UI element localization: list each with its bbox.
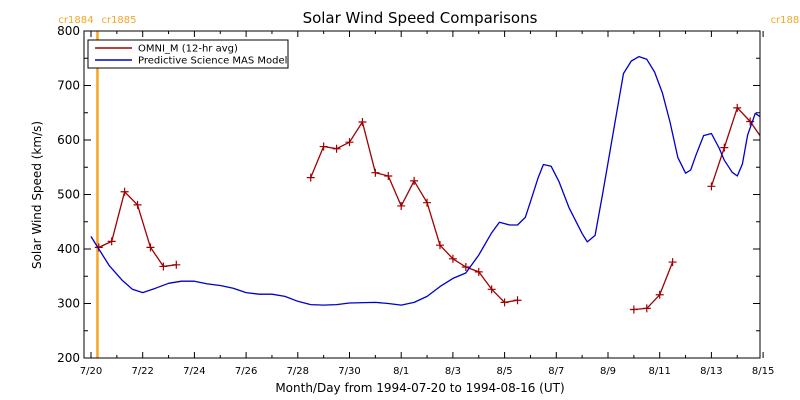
omni-line-segment: [633, 261, 674, 311]
carrington-label-left: cr1884: [58, 15, 93, 26]
x-tick-label: 8/7: [548, 366, 564, 377]
omni-point: [410, 176, 419, 185]
omni-point: [146, 243, 155, 252]
x-tick-label: 7/22: [131, 366, 153, 377]
omni-point: [772, 166, 780, 174]
omni-point: [306, 173, 315, 182]
y-tick-label: 600: [57, 133, 80, 147]
omni-point: [172, 260, 181, 269]
y-tick-label: 500: [57, 188, 80, 202]
carrington-label-left: cr1885: [771, 15, 800, 26]
omni-point: [461, 262, 470, 271]
omni-point: [423, 198, 432, 207]
x-tick-label: 7/26: [235, 366, 257, 377]
omni-line-segment: [710, 107, 760, 187]
omni-point: [332, 144, 341, 153]
omni-point: [474, 267, 483, 276]
x-tick-label: 8/1: [393, 366, 409, 377]
axes: 7/20 7/22 7/24 7/26 7/28 7/30 8/1 8/3 8/5 8/7 8/9 8…: [57, 24, 774, 377]
x-tick-label: 7/28: [287, 366, 309, 377]
omni-point: [133, 200, 142, 209]
omni-line-segment: [310, 121, 518, 304]
y-tick-label: 800: [57, 24, 80, 38]
plot-series: [90, 55, 793, 314]
y-axis-label: Solar Wind Speed (km/s): [30, 121, 44, 269]
x-axis-label: Month/Day from 1994-07-20 to 1994-08-16 …: [275, 381, 564, 395]
omni-point: [358, 118, 367, 127]
omni-point: [668, 258, 677, 267]
x-tick-label: 7/30: [338, 366, 360, 377]
x-tick-label: 8/15: [752, 366, 774, 377]
omni-point: [319, 142, 328, 151]
omni-point: [371, 168, 380, 177]
y-tick-label: 300: [57, 297, 80, 311]
omni-point: [513, 296, 522, 305]
carrington-label-right: cr1885: [101, 15, 136, 26]
omni-point: [785, 176, 793, 184]
omni-point: [448, 254, 457, 263]
omni-point: [655, 290, 664, 299]
x-tick-label: 8/9: [600, 366, 616, 377]
omni-point: [384, 171, 393, 180]
chart-title: Solar Wind Speed Comparisons: [303, 9, 538, 27]
x-tick-label: 8/5: [497, 366, 513, 377]
omni-point: [720, 143, 729, 152]
legend-entry: OMNI_M (12-hr avg): [138, 44, 238, 55]
plot-area: [90, 55, 793, 314]
omni-point: [435, 241, 444, 250]
x-tick-label: 8/11: [648, 366, 670, 377]
omni-point: [397, 201, 406, 210]
omni-point: [107, 237, 116, 246]
omni-point: [345, 138, 354, 147]
omni-point: [629, 305, 638, 314]
omni-point: [500, 298, 509, 307]
y-tick-label: 200: [57, 351, 80, 365]
y-tick-label: 400: [57, 242, 80, 256]
x-tick-label: 7/24: [183, 366, 205, 377]
x-tick-label: 7/20: [80, 366, 102, 377]
omni-point: [120, 187, 129, 196]
x-tick-label: 8/13: [700, 366, 722, 377]
mas-model-line: [90, 55, 760, 306]
carrington-markers: cr1884cr1885cr1885cr1886: [58, 15, 800, 358]
omni-point: [642, 304, 651, 313]
omni-point: [707, 182, 716, 191]
x-tick-label: 8/3: [445, 366, 461, 377]
legend: OMNI_M (12-hr avg)Predictive Science MAS…: [87, 39, 289, 69]
omni-point: [733, 103, 742, 112]
omni-point: [159, 262, 168, 271]
legend-box: [87, 39, 289, 69]
legend-entry: Predictive Science MAS Model: [138, 56, 287, 67]
omni-point: [487, 285, 496, 294]
y-tick-label: 700: [57, 79, 80, 93]
